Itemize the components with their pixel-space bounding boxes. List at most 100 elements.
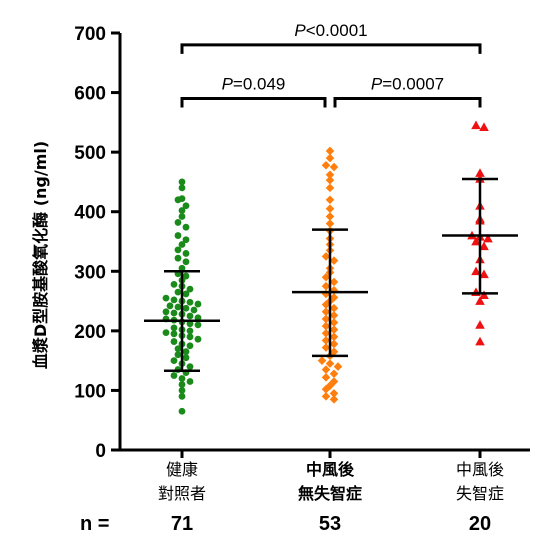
- data-point: [333, 362, 343, 371]
- y-tick-label: 0: [95, 441, 106, 462]
- n-value: 71: [171, 513, 193, 535]
- data-point: [182, 202, 190, 210]
- data-point: [174, 196, 182, 204]
- data-point: [182, 250, 190, 257]
- data-point: [321, 328, 331, 338]
- data-point: [170, 296, 178, 304]
- data-point: [186, 333, 194, 341]
- data-point: [483, 233, 493, 243]
- data-point: [325, 146, 335, 156]
- data-point: [329, 318, 339, 327]
- data-point: [321, 392, 331, 401]
- data-point: [178, 178, 186, 186]
- data-point: [321, 373, 331, 382]
- data-point: [186, 285, 194, 293]
- data-point: [329, 389, 339, 398]
- data-point: [479, 241, 489, 251]
- p-value-label: P=0.0007: [371, 75, 444, 94]
- category-label: 健康: [166, 460, 198, 479]
- data-point: [321, 281, 331, 291]
- y-tick-label: 400: [74, 203, 106, 224]
- data-point: [186, 320, 194, 328]
- data-point: [321, 384, 331, 394]
- data-point: [166, 302, 174, 310]
- data-point: [170, 280, 178, 288]
- data-point: [317, 356, 327, 365]
- n-value: 53: [319, 513, 341, 535]
- data-point: [178, 264, 186, 272]
- data-point: [321, 252, 331, 261]
- data-point: [475, 168, 485, 177]
- data-point: [174, 303, 182, 311]
- data-point: [329, 332, 339, 342]
- y-tick-label: 300: [74, 262, 106, 283]
- category-label: 失智症: [456, 484, 504, 503]
- data-point: [162, 308, 170, 316]
- data-point: [186, 378, 194, 385]
- data-point: [194, 314, 202, 322]
- data-point: [321, 300, 331, 309]
- n-label-prefix: n =: [80, 513, 109, 535]
- data-point: [170, 330, 178, 338]
- category-label: 無失智症: [298, 484, 362, 503]
- data-point: [329, 325, 339, 334]
- data-point: [178, 407, 186, 415]
- data-point: [325, 153, 335, 163]
- data-point: [321, 160, 331, 170]
- significance-bracket: [333, 97, 482, 108]
- data-point: [178, 381, 186, 388]
- data-point: [178, 375, 186, 382]
- data-point: [186, 342, 194, 350]
- data-point: [325, 219, 335, 228]
- data-point: [194, 300, 202, 308]
- data-point: [178, 184, 186, 192]
- data-point: [479, 269, 489, 279]
- data-point: [325, 183, 335, 193]
- p-value-label: P=0.049: [222, 75, 286, 94]
- data-point: [194, 335, 202, 343]
- data-point: [194, 321, 202, 329]
- data-point: [178, 213, 186, 220]
- category-label: 中風後: [306, 460, 355, 479]
- data-point: [471, 120, 481, 130]
- data-point: [182, 304, 190, 312]
- data-point: [170, 324, 178, 332]
- data-point: [329, 311, 339, 320]
- data-point: [479, 122, 489, 131]
- significance-bracket: [180, 97, 327, 108]
- data-point: [325, 170, 335, 180]
- category-label: 對照者: [158, 484, 206, 503]
- data-point: [479, 290, 489, 299]
- data-point: [186, 363, 194, 370]
- y-tick-label: 700: [74, 24, 106, 45]
- data-point: [182, 236, 190, 244]
- data-point: [174, 254, 182, 262]
- data-point: [174, 288, 182, 296]
- data-point: [325, 359, 335, 368]
- data-point: [174, 345, 182, 353]
- n-value: 20: [469, 513, 491, 535]
- y-axis-label: 血漿D型胺基酸氧化酶 (ng/ml): [31, 141, 50, 369]
- data-point: [471, 236, 481, 246]
- data-point: [321, 272, 331, 282]
- data-point: [186, 312, 194, 320]
- data-point: [182, 354, 190, 362]
- data-point: [186, 327, 194, 335]
- y-tick-label: 100: [74, 381, 106, 402]
- data-point: [182, 223, 190, 231]
- data-point: [321, 336, 331, 345]
- data-point: [162, 294, 170, 302]
- data-point: [329, 339, 339, 349]
- significance-bracket: [180, 43, 482, 54]
- data-point: [329, 277, 339, 287]
- data-point: [174, 246, 182, 254]
- data-point: [321, 314, 331, 324]
- data-point: [329, 395, 339, 404]
- data-point: [329, 369, 339, 379]
- y-tick-label: 200: [74, 322, 106, 343]
- data-point: [182, 258, 190, 266]
- data-point: [170, 338, 178, 345]
- data-point: [329, 293, 339, 302]
